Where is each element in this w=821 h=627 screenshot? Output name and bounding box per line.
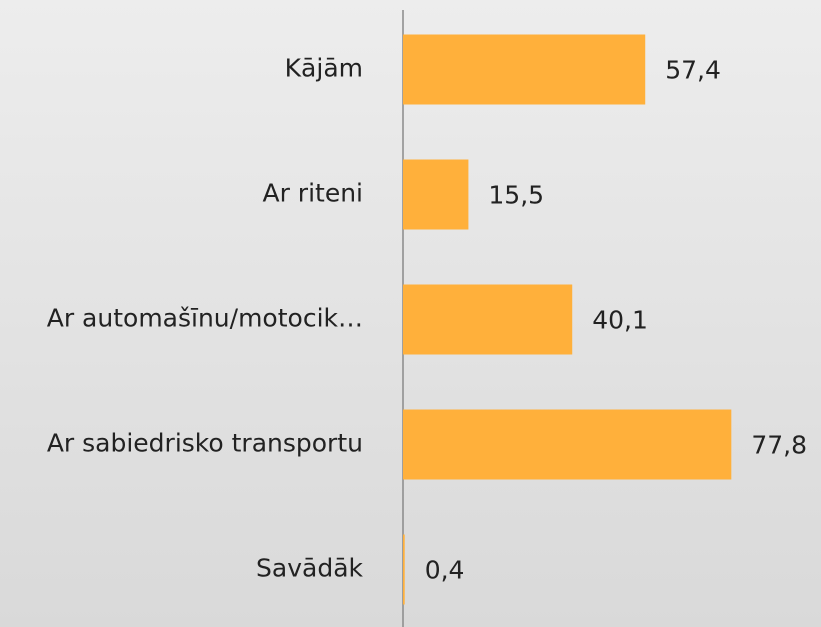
category-label: Kājām	[285, 54, 363, 83]
value-label: 40,1	[592, 306, 648, 335]
bar	[403, 284, 573, 355]
category-label: Ar automašīnu/motocik…	[47, 304, 363, 333]
bar	[403, 534, 405, 605]
category-label: Savādāk	[256, 554, 363, 583]
value-label: 15,5	[488, 181, 544, 210]
category-label: Ar riteni	[262, 179, 363, 208]
value-label: 77,8	[751, 431, 807, 460]
category-label: Ar sabiedrisko transportu	[47, 429, 363, 458]
value-label: 57,4	[665, 56, 721, 85]
bar	[403, 409, 732, 480]
bar	[403, 34, 646, 105]
value-label: 0,4	[425, 556, 465, 585]
bar	[403, 159, 469, 230]
